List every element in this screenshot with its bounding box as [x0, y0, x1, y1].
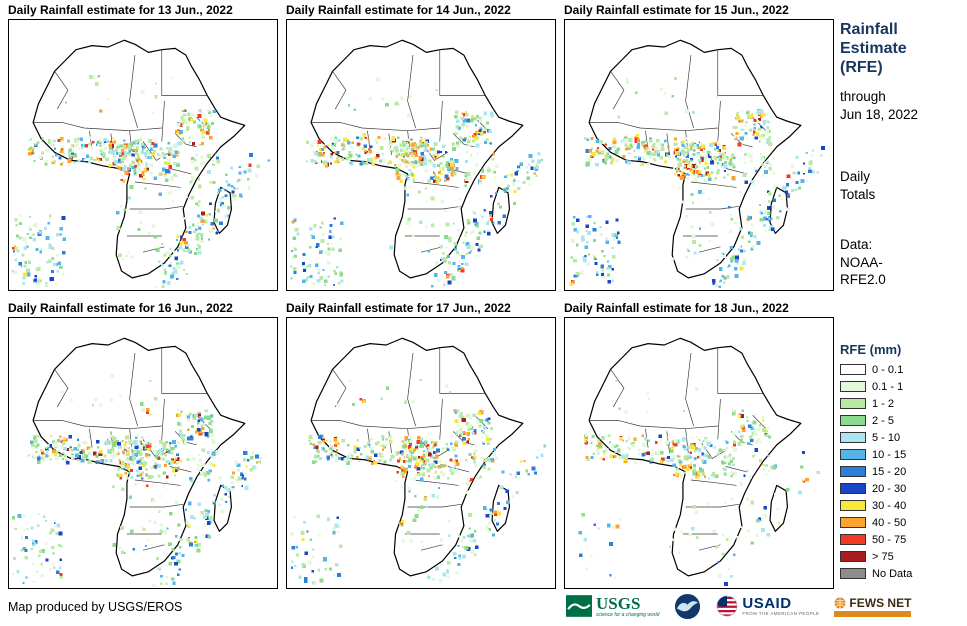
agency-logos: USGS science for a changing world — [566, 589, 912, 623]
legend-swatch — [840, 517, 866, 528]
legend-label: 50 - 75 — [872, 533, 907, 546]
legend-swatch — [840, 432, 866, 443]
sidebar-daily-totals: Daily Totals — [840, 169, 876, 202]
legend-swatch — [840, 483, 866, 494]
rain-layer — [290, 77, 544, 288]
map-frame — [8, 317, 278, 589]
map-panel-16-jun: Daily Rainfall estimate for 16 Jun., 202… — [8, 301, 280, 589]
legend-label: 20 - 30 — [872, 482, 907, 495]
legend-row: 1 - 2 — [840, 395, 966, 412]
map-frame — [564, 19, 834, 291]
legend-swatch — [840, 381, 866, 392]
legend-label: 30 - 40 — [872, 499, 907, 512]
noaa-logo — [674, 593, 701, 620]
usgs-wave-icon — [566, 595, 592, 617]
legend-swatch — [840, 551, 866, 562]
map-credit: Map produced by USGS/EROS — [8, 600, 183, 614]
legend-swatch — [840, 534, 866, 545]
legend-label: 0 - 0.1 — [872, 363, 904, 376]
legend-title: RFE (mm) — [840, 342, 902, 357]
fewsnet-label: FEWS NET — [849, 595, 912, 610]
rain-layer — [11, 374, 263, 588]
legend-swatch — [840, 415, 866, 426]
legend-row: 50 - 75 — [840, 531, 966, 548]
legend-label: 2 - 5 — [872, 414, 895, 427]
legend-label: > 75 — [872, 550, 894, 563]
map-frame — [564, 317, 834, 589]
africa-map — [11, 336, 263, 588]
rain-layer — [578, 379, 820, 587]
legend-row: No Data — [840, 565, 966, 582]
usaid-flag-icon — [717, 595, 738, 617]
africa-map — [290, 336, 547, 586]
legend-row: 30 - 40 — [840, 497, 966, 514]
panel-title: Daily Rainfall estimate for 14 Jun., 202… — [286, 3, 511, 17]
rfe-legend: RFE (mm) 0 - 0.1 0.1 - 1 1 - 2 2 - 5 5 -… — [840, 342, 966, 582]
map-panel-18-jun: Daily Rainfall estimate for 18 Jun., 202… — [564, 301, 836, 589]
rain-layer — [290, 378, 547, 586]
sidebar-title: Rainfall Estimate (RFE) — [840, 21, 907, 77]
legend-label: No Data — [872, 567, 913, 580]
legend-row: 20 - 30 — [840, 480, 966, 497]
usgs-label: USGS — [596, 593, 641, 613]
sidebar-through-date: through Jun 18, 2022 — [840, 89, 919, 122]
map-frame — [8, 19, 278, 291]
africa-map — [569, 38, 825, 289]
map-frame — [286, 19, 556, 291]
usgs-tagline: science for a changing world — [596, 611, 660, 618]
rain-layer — [569, 76, 825, 289]
africa-map — [11, 38, 270, 289]
panel-title: Daily Rainfall estimate for 16 Jun., 202… — [8, 301, 233, 315]
panel-title: Daily Rainfall estimate for 18 Jun., 202… — [564, 301, 789, 315]
usgs-logo: USGS science for a changing world — [566, 595, 659, 618]
legend-row: > 75 — [840, 548, 966, 565]
legend-row: 40 - 50 — [840, 514, 966, 531]
legend-label: 40 - 50 — [872, 516, 907, 529]
fewsnet-globe-icon — [834, 597, 846, 608]
legend-row: 15 - 20 — [840, 463, 966, 480]
legend-swatch — [840, 398, 866, 409]
legend-label: 1 - 2 — [872, 397, 895, 410]
map-panel-15-jun: Daily Rainfall estimate for 15 Jun., 202… — [564, 3, 836, 291]
africa-map — [290, 38, 544, 288]
rain-layer — [11, 75, 270, 289]
panel-title: Daily Rainfall estimate for 15 Jun., 202… — [564, 3, 789, 17]
legend-row: 0.1 - 1 — [840, 378, 966, 395]
panel-title: Daily Rainfall estimate for 13 Jun., 202… — [8, 3, 233, 17]
map-panel-14-jun: Daily Rainfall estimate for 14 Jun., 202… — [286, 3, 558, 291]
legend-swatch — [840, 364, 866, 375]
usaid-tagline: FROM THE AMERICAN PEOPLE — [742, 610, 820, 616]
legend-swatch — [840, 500, 866, 511]
legend-label: 0.1 - 1 — [872, 380, 904, 393]
legend-row: 2 - 5 — [840, 412, 966, 429]
fewsnet-banner — [834, 610, 912, 617]
sidebar-data-source: Data: NOAA- RFE2.0 — [840, 237, 886, 288]
legend-label: 10 - 15 — [872, 448, 907, 461]
panel-title: Daily Rainfall estimate for 17 Jun., 202… — [286, 301, 511, 315]
legend-row: 5 - 10 — [840, 429, 966, 446]
usaid-logo: USAID FROM THE AMERICAN PEOPLE — [716, 595, 819, 617]
legend-row: 10 - 15 — [840, 446, 966, 463]
legend-label: 5 - 10 — [872, 431, 901, 444]
map-frame — [286, 317, 556, 589]
noaa-emblem-icon — [675, 593, 701, 619]
map-panel-13-jun: Daily Rainfall estimate for 13 Jun., 202… — [8, 3, 280, 291]
legend-swatch — [840, 449, 866, 460]
legend-label: 15 - 20 — [872, 465, 907, 478]
legend-row: 0 - 0.1 — [840, 361, 966, 378]
fewsnet-logo: FEWS NET — [834, 595, 912, 617]
map-panel-17-jun: Daily Rainfall estimate for 17 Jun., 202… — [286, 301, 558, 589]
usaid-label: USAID — [742, 594, 792, 612]
africa-map — [578, 336, 820, 587]
legend-swatch — [840, 568, 866, 579]
legend-swatch — [840, 466, 866, 477]
